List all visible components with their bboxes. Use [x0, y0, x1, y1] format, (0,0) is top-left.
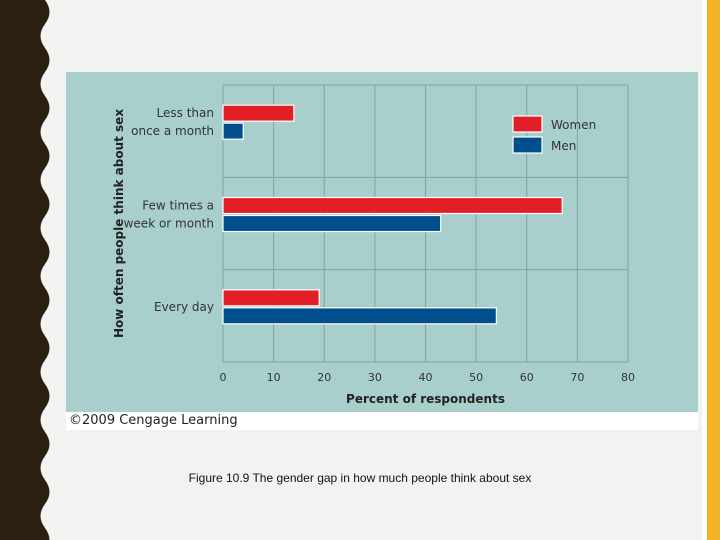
category-label: week or month [124, 217, 214, 231]
bar-chart: 0 10 20 30 40 50 60 70 80 Less than once a month Fe… [112, 84, 635, 406]
x-tick-label: 40 [419, 371, 433, 384]
copyright-strip: ©2009 Cengage Learning [66, 412, 698, 430]
legend-label: Men [551, 139, 576, 153]
x-tick-label: 30 [368, 371, 382, 384]
legend-swatch-women [512, 115, 543, 133]
x-tick-label: 80 [621, 371, 635, 384]
legend-label: Women [551, 118, 596, 132]
category-label: Every day [154, 300, 214, 314]
bar-women [222, 104, 295, 122]
x-tick-label: 70 [570, 371, 584, 384]
wavy-border-decoration [0, 0, 50, 540]
bar-men [222, 307, 497, 325]
y-axis-title: How often people think about sex [112, 109, 126, 338]
legend-swatch-men [512, 136, 543, 154]
right-white-stripe [702, 0, 707, 540]
x-tick-label: 10 [267, 371, 281, 384]
x-tick-label: 0 [220, 371, 227, 384]
x-tick-label: 50 [469, 371, 483, 384]
copyright-text: ©2009 Cengage Learning [69, 413, 238, 428]
right-accent-bar [707, 0, 720, 540]
category-label: Few times a [142, 199, 214, 213]
x-tick-label: 60 [520, 371, 534, 384]
x-axis-title: Percent of respondents [346, 392, 505, 406]
category-label: Less than [157, 106, 214, 120]
bar-women [222, 196, 563, 215]
bar-men [222, 214, 442, 233]
bar-men [222, 122, 244, 140]
bar-women [222, 289, 320, 307]
chart-panel: 0 10 20 30 40 50 60 70 80 Less than once a month Fe… [66, 72, 698, 412]
figure-caption: Figure 10.9 The gender gap in how much p… [188, 471, 532, 485]
x-tick-label: 20 [317, 371, 331, 384]
category-label: once a month [131, 124, 214, 138]
